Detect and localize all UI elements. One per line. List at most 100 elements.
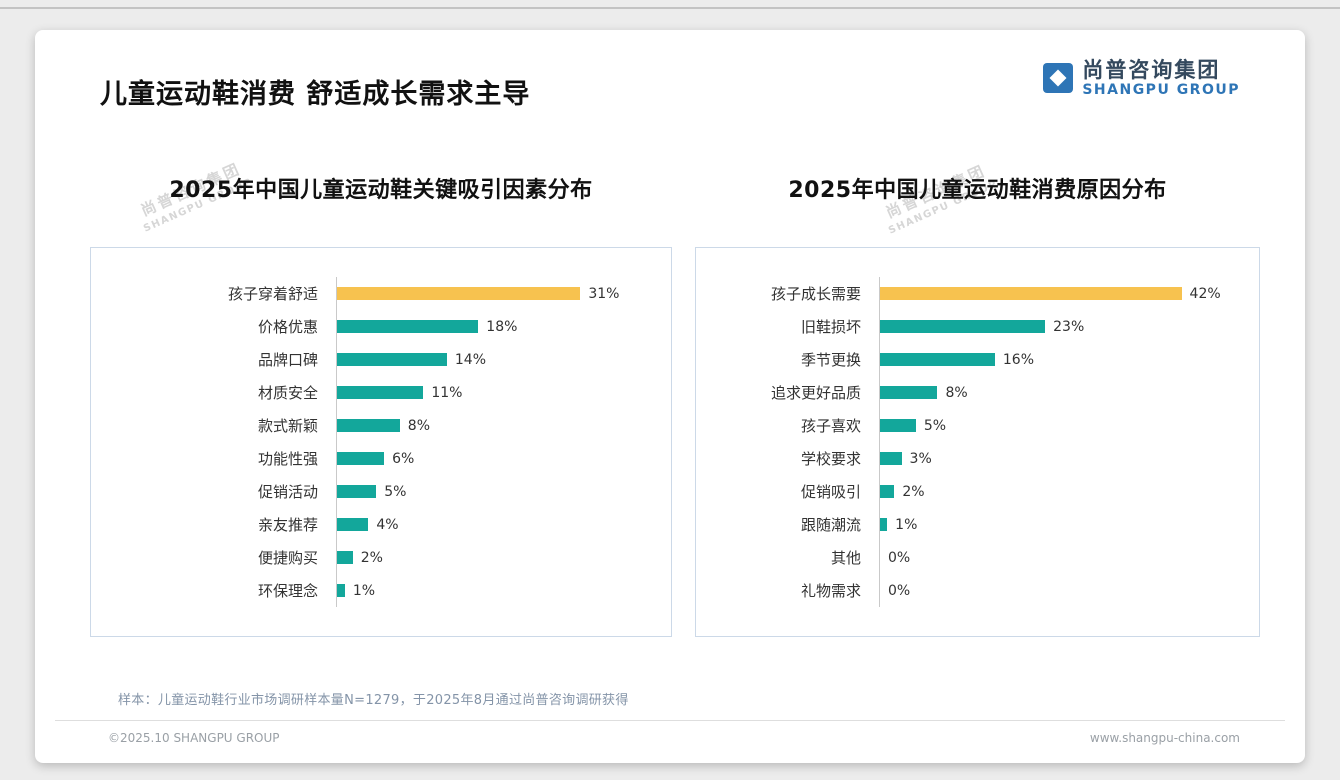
bar-track: 5% bbox=[336, 475, 651, 508]
bar bbox=[880, 452, 902, 465]
copyright-text: ©2025.10 SHANGPU GROUP bbox=[108, 731, 280, 745]
value-label: 14% bbox=[454, 351, 487, 368]
bar bbox=[337, 452, 385, 465]
category-label: 促销活动 bbox=[257, 483, 318, 501]
category-label: 品牌口碑 bbox=[257, 351, 318, 369]
category-label: 功能性强 bbox=[257, 450, 318, 468]
bar-track: 23% bbox=[879, 310, 1239, 343]
category-label: 季节更换 bbox=[800, 351, 861, 369]
chart-row: 材质安全 11% bbox=[91, 376, 651, 409]
bar bbox=[337, 485, 377, 498]
bar-track: 11% bbox=[336, 376, 651, 409]
chart-rows: 孩子成长需要 42% 旧鞋损坏 23% 季节更换 16% 追求更好品质 8% 孩子喜欢 5% 学校要… bbox=[696, 248, 1239, 636]
chart-row: 礼物需求 0% bbox=[696, 574, 1239, 607]
value-label: 11% bbox=[431, 384, 463, 401]
chart-rows: 孩子穿着舒适 31% 价格优惠 18% 品牌口碑 14% 材质安全 11% 款式新颖 8% 功能性强… bbox=[91, 248, 651, 636]
footer-divider bbox=[55, 720, 1285, 721]
chart-row: 功能性强 6% bbox=[91, 442, 651, 475]
website-text: www.shangpu-china.com bbox=[1089, 731, 1240, 745]
chart-plot-area: 孩子成长需要 42% 旧鞋损坏 23% 季节更换 16% 追求更好品质 8% 孩子喜欢 5% 学校要… bbox=[695, 247, 1260, 637]
category-label: 孩子穿着舒适 bbox=[227, 285, 318, 303]
value-label: 16% bbox=[1002, 351, 1034, 368]
chart-row: 追求更好品质 8% bbox=[696, 376, 1239, 409]
slide: 儿童运动鞋消费 舒适成长需求主导 尚普咨询集团 SHANGPU GROUP 尚普… bbox=[35, 30, 1305, 763]
bar-track: 42% bbox=[879, 277, 1239, 310]
chart-title: 2025年中国儿童运动鞋关键吸引因素分布 bbox=[169, 178, 593, 203]
chart-row: 促销吸引 2% bbox=[696, 475, 1239, 508]
chart-row: 学校要求 3% bbox=[696, 442, 1239, 475]
chart-purchase-reasons: 2025年中国儿童运动鞋消费原因分布 孩子成长需要 42% 旧鞋损坏 23% 季节更换 1… bbox=[695, 172, 1260, 637]
category-label: 孩子成长需要 bbox=[770, 285, 861, 303]
category-label: 便捷购买 bbox=[257, 549, 318, 567]
value-label: 0% bbox=[888, 582, 911, 599]
bar bbox=[880, 518, 888, 531]
bar bbox=[337, 551, 353, 564]
chart-row: 款式新颖 8% bbox=[91, 409, 651, 442]
bar-track: 3% bbox=[879, 442, 1239, 475]
value-label: 3% bbox=[909, 450, 932, 467]
value-label: 23% bbox=[1053, 318, 1085, 335]
value-label: 2% bbox=[902, 483, 925, 500]
bar bbox=[880, 287, 1182, 300]
category-label: 材质安全 bbox=[257, 384, 318, 402]
bar-track: 4% bbox=[336, 508, 651, 541]
sample-note: 样本：儿童运动鞋行业市场调研样本量N=1279，于2025年8月通过尚普咨询调研… bbox=[118, 693, 629, 708]
chart-plot-area: 孩子穿着舒适 31% 价格优惠 18% 品牌口碑 14% 材质安全 11% 款式新颖 8% 功能性强… bbox=[90, 247, 672, 637]
category-label: 礼物需求 bbox=[800, 582, 861, 600]
bar bbox=[880, 320, 1046, 333]
value-label: 18% bbox=[486, 318, 518, 335]
top-edge-line bbox=[0, 7, 1340, 9]
bar bbox=[880, 419, 916, 432]
bar bbox=[337, 386, 424, 399]
chart-row: 孩子穿着舒适 31% bbox=[91, 277, 651, 310]
value-label: 5% bbox=[923, 417, 947, 434]
bar-track: 18% bbox=[336, 310, 651, 343]
bar-track: 5% bbox=[879, 409, 1239, 442]
value-label: 8% bbox=[407, 417, 431, 434]
bar bbox=[880, 353, 995, 366]
bar bbox=[337, 518, 369, 531]
bar-track: 0% bbox=[879, 574, 1239, 607]
bar-track: 1% bbox=[336, 574, 651, 607]
chart-row: 价格优惠 18% bbox=[91, 310, 651, 343]
category-label: 学校要求 bbox=[800, 450, 861, 468]
value-label: 0% bbox=[888, 549, 911, 566]
value-label: 1% bbox=[352, 582, 376, 599]
chart-row: 季节更换 16% bbox=[696, 343, 1239, 376]
bar bbox=[337, 287, 581, 300]
category-label: 促销吸引 bbox=[800, 483, 861, 501]
bar-track: 8% bbox=[336, 409, 651, 442]
chart-row: 孩子喜欢 5% bbox=[696, 409, 1239, 442]
bar bbox=[337, 320, 479, 333]
category-label: 跟随潮流 bbox=[800, 516, 861, 534]
bar-track: 14% bbox=[336, 343, 651, 376]
logo-text: 尚普咨询集团 SHANGPU GROUP bbox=[1082, 58, 1240, 98]
logo-name-en: SHANGPU GROUP bbox=[1082, 82, 1240, 99]
bar-track: 6% bbox=[336, 442, 651, 475]
chart-title: 2025年中国儿童运动鞋消费原因分布 bbox=[788, 178, 1167, 203]
bar-track: 0% bbox=[879, 541, 1239, 574]
value-label: 4% bbox=[376, 516, 399, 533]
chart-row: 其他 0% bbox=[696, 541, 1239, 574]
chart-row: 便捷购买 2% bbox=[91, 541, 651, 574]
bar bbox=[880, 386, 938, 399]
bar-track: 1% bbox=[879, 508, 1239, 541]
category-label: 旧鞋损坏 bbox=[800, 318, 861, 336]
value-label: 2% bbox=[360, 549, 383, 566]
bar bbox=[880, 485, 895, 498]
logo-icon bbox=[1043, 63, 1074, 94]
bar-track: 16% bbox=[879, 343, 1239, 376]
chart-row: 孩子成长需要 42% bbox=[696, 277, 1239, 310]
category-label: 其他 bbox=[830, 549, 861, 567]
category-label: 孩子喜欢 bbox=[800, 417, 861, 435]
value-label: 42% bbox=[1189, 285, 1221, 302]
bar bbox=[337, 584, 345, 597]
page-title: 儿童运动鞋消费 舒适成长需求主导 bbox=[100, 79, 531, 110]
value-label: 1% bbox=[895, 516, 918, 533]
bar bbox=[337, 353, 447, 366]
chart-row: 旧鞋损坏 23% bbox=[696, 310, 1239, 343]
category-label: 环保理念 bbox=[257, 582, 318, 600]
category-label: 价格优惠 bbox=[257, 318, 318, 336]
value-label: 6% bbox=[392, 450, 415, 467]
bar-track: 31% bbox=[336, 277, 651, 310]
